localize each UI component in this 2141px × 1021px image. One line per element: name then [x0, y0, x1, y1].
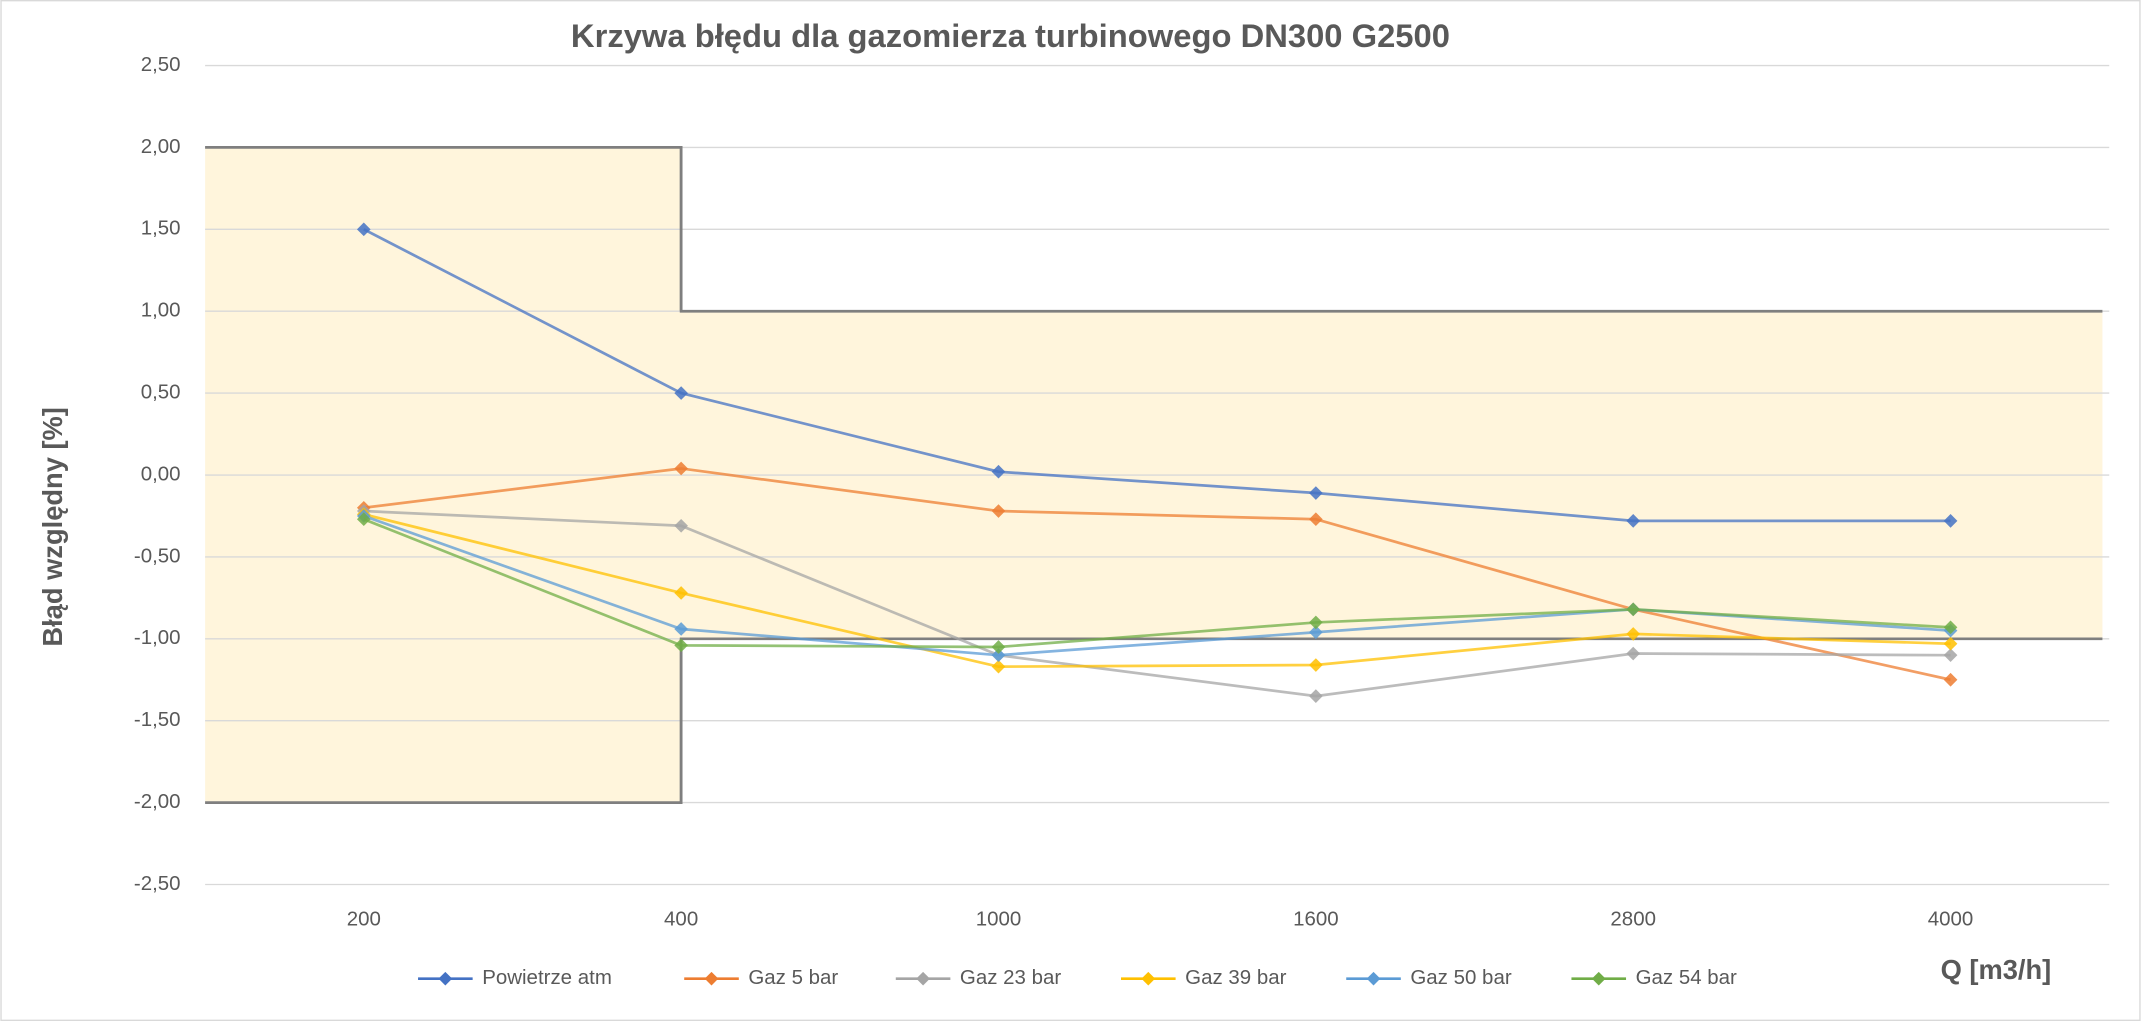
data-point — [1943, 672, 1958, 687]
y-tick-label: -0,50 — [134, 544, 181, 567]
legend-label: Gaz 50 bar — [1410, 966, 1511, 989]
x-tick-label: 1000 — [976, 907, 1022, 930]
legend-marker — [1141, 971, 1156, 986]
data-point — [991, 464, 1006, 479]
legend-marker — [1591, 971, 1606, 986]
legend-label: Powietrze atm — [482, 966, 612, 989]
data-point — [1309, 658, 1323, 672]
data-point — [1943, 514, 1958, 528]
x-tick-label: 400 — [664, 907, 698, 930]
data-point — [1943, 648, 1958, 663]
legend-marker — [438, 971, 453, 986]
y-tick-label: 0,00 — [141, 462, 181, 485]
data-point — [1309, 486, 1323, 500]
legend-marker — [704, 971, 719, 986]
x-tick-label: 4000 — [1928, 907, 1974, 930]
series-line — [363, 228, 1951, 523]
y-tick-label: 2,00 — [141, 135, 181, 158]
x-axis-title: Q [m3/h] — [1941, 954, 2052, 985]
legend-label: Gaz 54 bar — [1636, 966, 1737, 989]
y-tick-label: 1,50 — [141, 217, 181, 240]
series-line — [363, 509, 1951, 698]
legend-label: Gaz 5 bar — [748, 966, 838, 989]
data-point — [356, 222, 371, 237]
y-tick-label: -1,50 — [134, 708, 181, 731]
y-tick-label: -2,50 — [134, 872, 181, 895]
y-tick-label: 1,00 — [141, 299, 181, 322]
legend-label: Gaz 23 bar — [960, 966, 1061, 989]
y-tick-label: -1,00 — [134, 626, 181, 649]
series-line — [363, 517, 1951, 649]
chart-title: Krzywa błędu dla gazomierza turbinowego … — [571, 17, 1450, 54]
series-line — [363, 512, 1951, 669]
data-point — [1626, 514, 1641, 528]
y-tick-label: 0,50 — [141, 381, 181, 404]
y-axis-title: Błąd względny [%] — [37, 407, 68, 646]
data-point — [1943, 636, 1958, 651]
data-point — [1309, 689, 1323, 703]
data-point — [991, 648, 1006, 663]
y-tick-label: -2,00 — [134, 790, 181, 813]
limit-line — [205, 146, 2103, 313]
x-tick-label: 1600 — [1293, 907, 1339, 930]
legend-label: Gaz 39 bar — [1185, 966, 1286, 989]
x-tick-label: 2800 — [1610, 907, 1656, 930]
y-tick-label: 2,50 — [141, 53, 181, 76]
series-line — [363, 467, 1951, 682]
x-tick-label: 200 — [347, 907, 381, 930]
